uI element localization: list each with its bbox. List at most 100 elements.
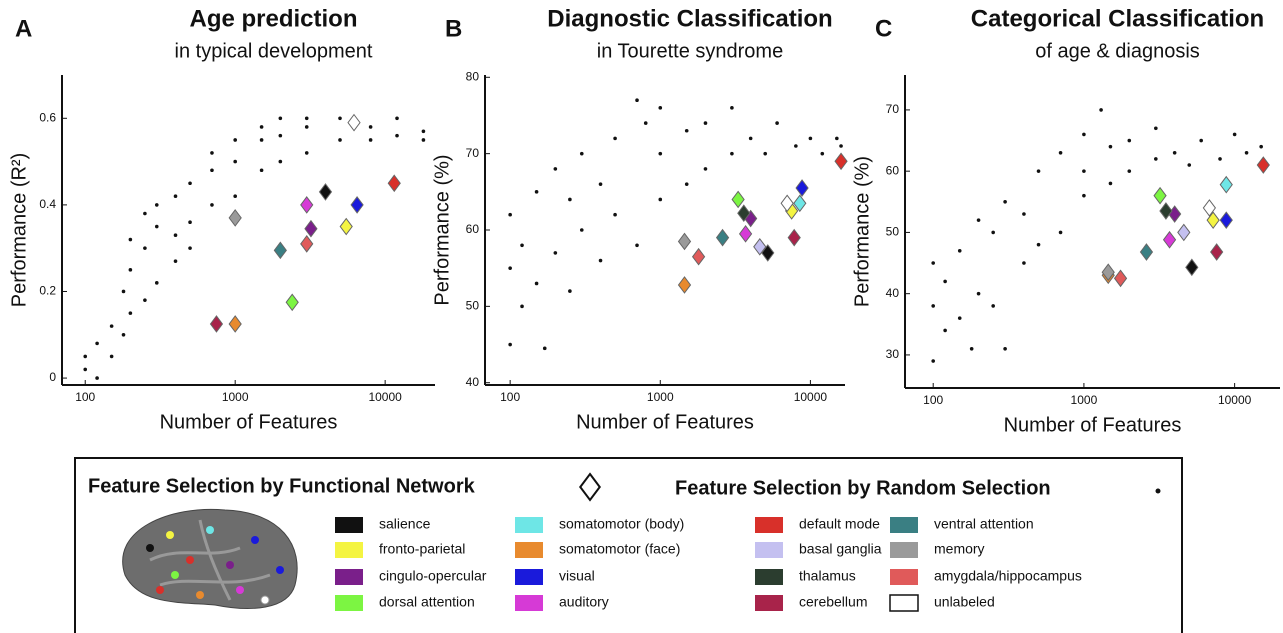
random-point	[808, 136, 813, 141]
network-diamond	[1177, 223, 1191, 242]
random-point	[188, 181, 192, 186]
legend-swatch	[335, 542, 363, 558]
x-tick-label: 10000	[368, 390, 402, 404]
network-diamond	[1219, 211, 1233, 230]
legend-label: fronto-parietal	[379, 541, 465, 557]
legend-label: unlabeled	[934, 594, 995, 610]
network-diamond	[347, 113, 361, 132]
random-point	[109, 324, 114, 328]
y-tick-label: 40	[466, 375, 480, 389]
network-diamond	[285, 293, 299, 312]
network-diamond	[793, 194, 807, 213]
network-diamond	[737, 204, 751, 223]
random-point	[957, 316, 962, 320]
random-point	[943, 279, 947, 284]
random-point	[1127, 169, 1132, 173]
legend-swatch	[335, 595, 363, 611]
y-tick-label: 0.6	[39, 110, 56, 124]
random-point	[931, 261, 935, 265]
legend-label: amygdala/hippocampus	[934, 568, 1082, 584]
chart-title: Diagnostic Classification	[547, 5, 832, 32]
network-diamond	[834, 152, 848, 171]
legend-label: basal ganglia	[799, 541, 882, 557]
random-point	[83, 354, 88, 359]
random-point	[1108, 181, 1113, 186]
x-tick-label: 1000	[647, 390, 674, 404]
network-diamond	[1219, 175, 1233, 194]
network-diamond	[677, 232, 692, 251]
network-diamond	[339, 217, 353, 236]
network-diamond	[1210, 243, 1224, 261]
network-diamond	[1159, 202, 1173, 220]
random-point	[1218, 157, 1222, 161]
y-axis-label: Performance (%)	[431, 154, 453, 305]
random-point	[278, 116, 283, 121]
legend-box	[74, 457, 1183, 633]
random-point	[1127, 138, 1132, 143]
network-diamond	[318, 183, 333, 201]
random-point	[598, 258, 603, 263]
x-axis-label: Number of Features	[160, 411, 338, 433]
random-point	[508, 212, 512, 217]
random-point	[1058, 150, 1063, 155]
random-point	[658, 197, 663, 202]
legend-label: cingulo-opercular	[379, 568, 487, 584]
random-point	[173, 259, 178, 263]
chart-subtitle: in Tourette syndrome	[597, 40, 783, 62]
random-point	[154, 224, 159, 229]
legend-swatch	[755, 542, 783, 558]
network-diamond	[209, 315, 224, 333]
network-diamond	[795, 179, 809, 197]
random-point	[1244, 150, 1249, 155]
random-point	[820, 151, 825, 156]
random-point	[553, 167, 558, 171]
legend-label: ventral attention	[934, 516, 1034, 532]
legend-label: somatomotor (face)	[559, 541, 680, 557]
random-point	[957, 248, 962, 253]
random-point	[969, 346, 974, 351]
random-point	[1003, 199, 1007, 204]
random-point	[976, 291, 981, 296]
legend-swatch	[890, 569, 918, 585]
random-point	[1259, 144, 1263, 149]
random-point	[1036, 169, 1041, 173]
chart-title: Categorical Classification	[971, 5, 1264, 32]
panel-letter: A	[15, 15, 32, 42]
random-point	[579, 151, 584, 156]
random-point	[794, 144, 798, 148]
random-point	[304, 116, 309, 121]
random-point	[703, 167, 708, 171]
random-point	[943, 328, 947, 333]
random-point	[421, 138, 426, 142]
network-diamond	[753, 237, 767, 256]
random-point	[579, 228, 584, 232]
legend-label: visual	[559, 568, 595, 584]
random-point	[109, 354, 114, 359]
y-axis-label: Performance (%)	[851, 156, 873, 307]
random-point	[839, 144, 843, 148]
network-diamond	[1185, 258, 1199, 277]
network-diamond	[1202, 199, 1217, 217]
random-point	[635, 243, 639, 248]
x-tick-label: 1000	[222, 390, 249, 404]
legend-label: auditory	[559, 594, 609, 610]
random-point	[1232, 132, 1237, 137]
random-point	[188, 220, 192, 225]
legend-swatch	[890, 542, 918, 558]
random-point	[1099, 108, 1103, 112]
y-tick-label: 50	[466, 299, 480, 313]
random-point	[259, 125, 264, 129]
random-point	[421, 129, 426, 134]
random-point	[1036, 242, 1041, 247]
random-point	[1187, 163, 1192, 167]
panel-letter: C	[875, 15, 892, 42]
random-point	[304, 151, 309, 155]
random-point	[684, 182, 689, 186]
x-tick-label: 100	[923, 393, 943, 407]
random-point	[1022, 212, 1026, 216]
y-tick-label: 30	[886, 347, 900, 361]
network-diamond	[1153, 186, 1167, 205]
random-point	[748, 136, 753, 141]
random-point	[95, 341, 99, 346]
random-point	[173, 194, 178, 199]
